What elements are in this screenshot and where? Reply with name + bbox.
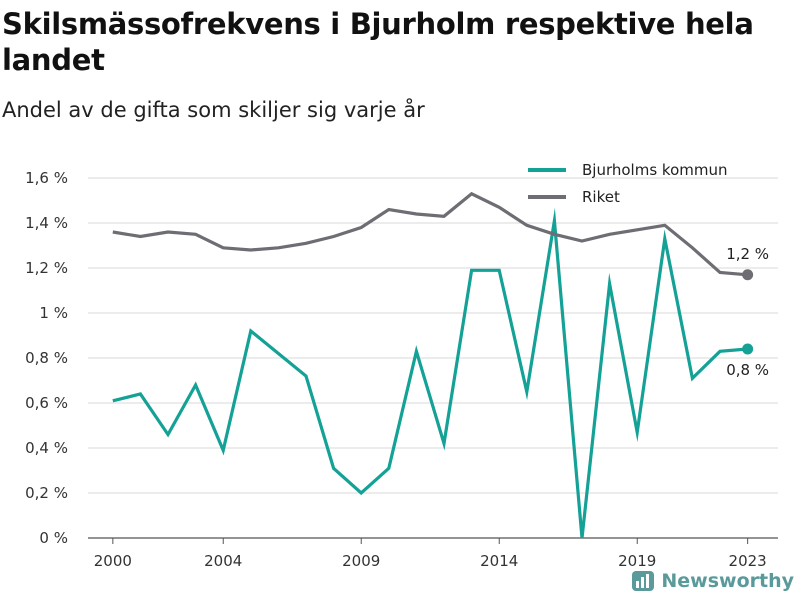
end-value-label: 1,2 % (726, 245, 769, 263)
x-tick-label: 2014 (480, 552, 518, 570)
y-tick-label: 1,4 % (25, 214, 68, 232)
y-tick-label: 0,8 % (25, 349, 68, 367)
x-tick-label: 2000 (94, 552, 132, 570)
y-tick-label: 1,6 % (25, 169, 68, 187)
legend-label: Riket (582, 188, 620, 206)
y-tick-label: 1,2 % (25, 259, 68, 277)
chart-subtitle: Andel av de gifta som skiljer sig varje … (2, 98, 425, 122)
end-point-marker (742, 343, 754, 355)
legend: Bjurholms kommun Riket (528, 161, 727, 206)
x-tick-label: 2019 (618, 552, 656, 570)
x-axis: 2000 2004 2009 2014 2019 2023 (94, 538, 767, 570)
end-point-marker (742, 269, 754, 281)
end-labels: 0,8 % 1,2 % (726, 245, 769, 379)
x-tick-label: 2009 (342, 552, 380, 570)
end-value-label: 0,8 % (726, 361, 769, 379)
y-tick-label: 0 % (39, 529, 68, 547)
brand-name: Newsworthy (661, 570, 794, 592)
newsworthy-logo: Newsworthy (631, 570, 794, 592)
y-tick-label: 0,2 % (25, 484, 68, 502)
y-tick-label: 0,6 % (25, 394, 68, 412)
x-tick-label: 2004 (204, 552, 242, 570)
y-tick-label: 0,4 % (25, 439, 68, 457)
legend-label: Bjurholms kommun (582, 161, 727, 179)
series-lines (112, 191, 754, 539)
y-tick-label: 1 % (39, 304, 68, 322)
series-line-riket (112, 191, 748, 277)
bar-chart-icon (632, 571, 655, 591)
chart-title: Skilsmässofrekvens i Bjurholm respektive… (2, 7, 754, 77)
y-axis-tick-labels: 0 % 0,2 % 0,4 % 0,6 % 0,8 % 1 % 1,2 % 1,4 % 1,6 … (25, 169, 68, 547)
x-tick-label: 2023 (729, 552, 767, 570)
series-line-bjurholm (112, 207, 748, 539)
